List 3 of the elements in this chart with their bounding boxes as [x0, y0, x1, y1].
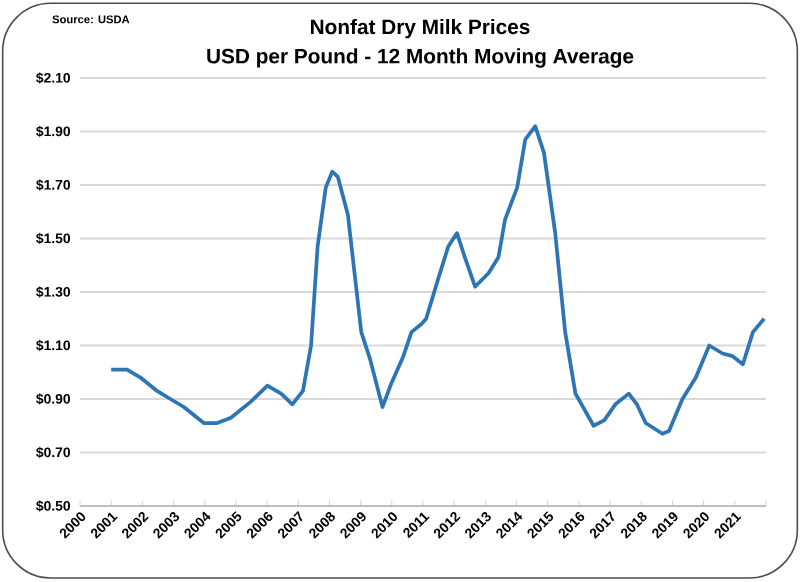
- chart-subtitle: USD per Pound - 12 Month Moving Average: [207, 48, 634, 68]
- chart-title: Nonfat Dry Milk Prices: [311, 18, 530, 39]
- line-series: [109, 124, 766, 436]
